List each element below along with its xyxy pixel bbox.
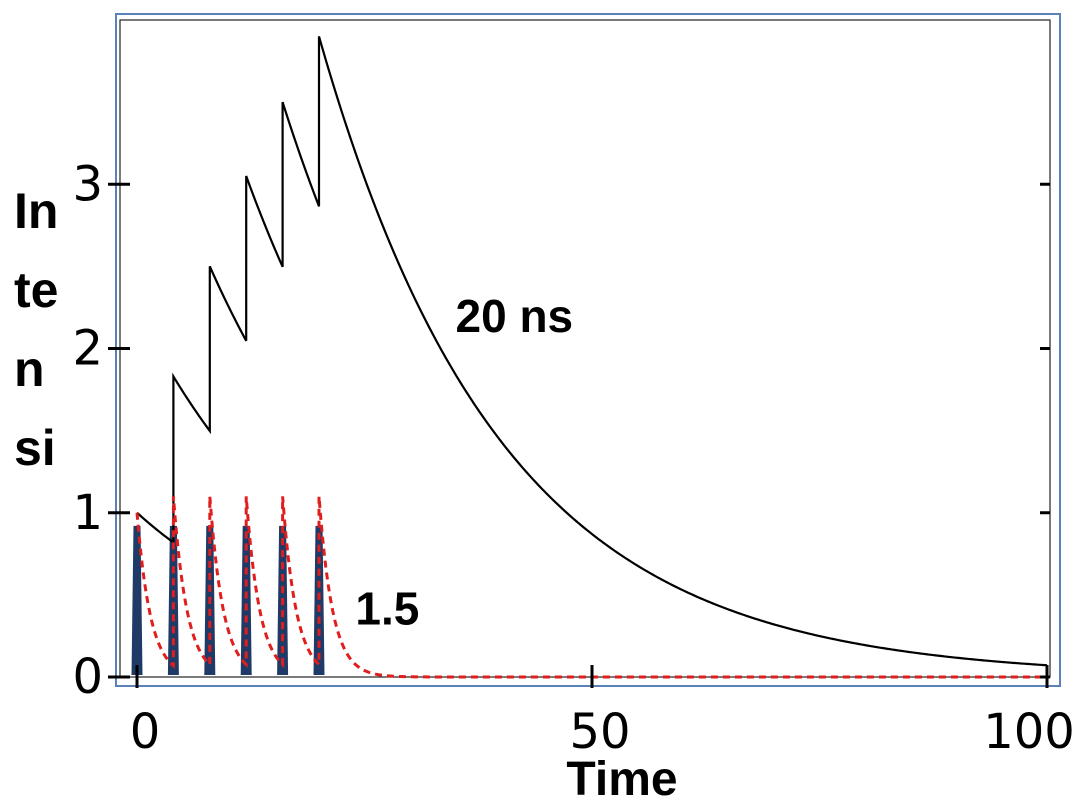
figure-frame bbox=[115, 13, 1061, 687]
excitation-pulse-1 bbox=[167, 525, 179, 675]
pulse-group bbox=[131, 525, 325, 675]
annotation-0: 20 ns bbox=[456, 290, 574, 342]
axes-box bbox=[119, 19, 1051, 678]
x-tick-label-0: 0 bbox=[130, 704, 161, 760]
annotation-1: 1.5 bbox=[355, 582, 419, 634]
y-tick-label-2: 2 bbox=[72, 321, 103, 377]
annotation-group: 20 ns 1.5 bbox=[355, 290, 573, 634]
x-tick-label-100: 100 bbox=[983, 704, 1075, 760]
x-axis-label: Time bbox=[566, 753, 677, 800]
y-axis-label: In te n si bbox=[14, 183, 58, 476]
y-tick-label-3: 3 bbox=[72, 156, 103, 212]
y-label-part-3: si bbox=[14, 420, 56, 476]
curve-group bbox=[135, 36, 1048, 679]
series-slow-decay bbox=[136, 36, 1048, 667]
excitation-pulse-3 bbox=[240, 525, 252, 675]
series-fast-decay bbox=[135, 496, 1047, 679]
y-label-part-0: In bbox=[14, 183, 58, 239]
tick-group: 0 1 2 3 0 50 100 bbox=[72, 156, 1074, 760]
x-tick-label-50: 50 bbox=[569, 704, 630, 760]
excitation-pulse-5 bbox=[313, 525, 325, 675]
y-label-part-2: n bbox=[14, 341, 45, 397]
y-label-part-1: te bbox=[14, 262, 58, 318]
y-tick-label-1: 1 bbox=[72, 485, 103, 541]
excitation-pulse-0 bbox=[131, 525, 143, 675]
y-tick-label-0: 0 bbox=[72, 649, 103, 705]
